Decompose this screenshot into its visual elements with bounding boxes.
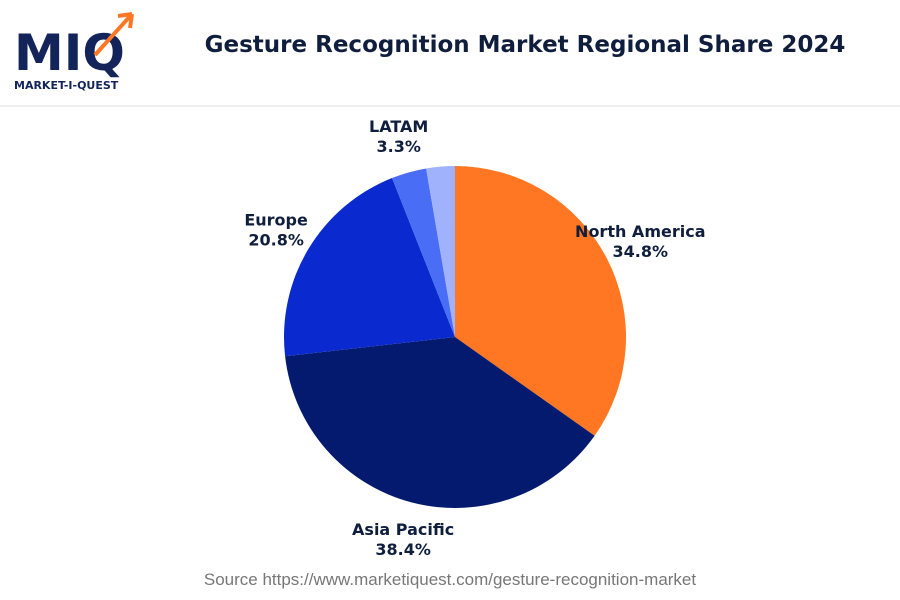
pie-slice [455,166,626,436]
slice-label: LATAM [369,117,428,136]
source: Source https://www.marketiquest.com/gest… [204,570,697,589]
logo-name: MARKET-I-QUEST [14,79,119,92]
logo-mark: MIQ [14,24,125,82]
pie-slice [284,178,455,357]
slice-value: 34.8% [613,242,669,261]
chart-title: Gesture Recognition Market Regional Shar… [205,32,846,58]
slice-label: Asia Pacific [352,520,454,539]
slice-label: North America [575,222,705,241]
pie-slice [426,166,455,337]
slice-label: Europe [244,211,308,230]
pie-slice [285,337,595,508]
logo-arrow [93,12,134,57]
pie-slice [392,168,455,337]
logo: MIQ MARKET-I-QUEST [14,12,134,92]
slice-value: 3.3% [377,137,421,156]
slice-value: 20.8% [248,231,304,250]
slice-value: 38.4% [375,540,431,559]
